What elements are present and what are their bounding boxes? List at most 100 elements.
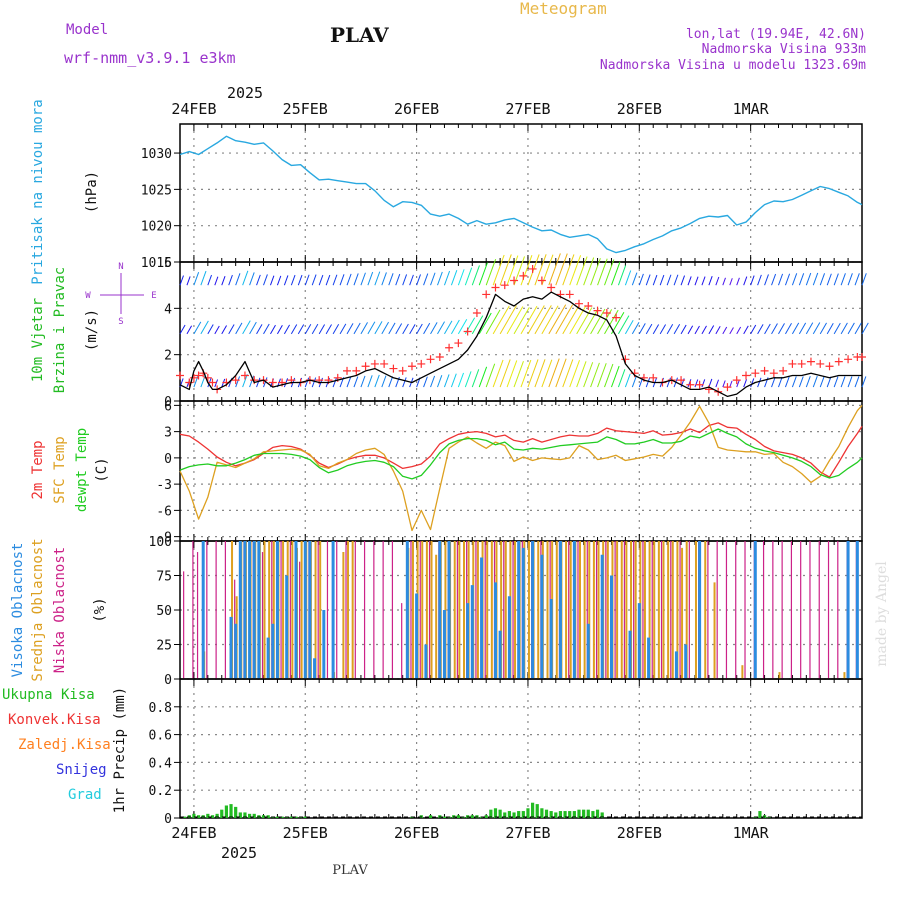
- wind-arrow: [346, 273, 352, 286]
- wind-arrow: [402, 274, 408, 286]
- elevation-label: Nadmorska Visina 933m: [702, 42, 867, 57]
- wind-arrow: [750, 324, 757, 335]
- wind-arrow: [311, 274, 317, 286]
- wind-arrow: [715, 276, 720, 286]
- wind-arrow: [437, 375, 443, 388]
- wind-arrow: [443, 270, 451, 286]
- wind-gust-marker: [769, 369, 778, 378]
- wind-arrow: [541, 305, 559, 335]
- wind-arrow: [854, 376, 860, 388]
- wind-arrow: [576, 256, 588, 286]
- wind-gust-marker: [732, 376, 741, 385]
- pressure-ytick-label: 1030: [141, 147, 172, 162]
- wind-arrow: [791, 273, 798, 286]
- precip-total-bar: [563, 811, 567, 818]
- wind-arrow: [750, 378, 755, 388]
- wind-arrow: [283, 275, 289, 286]
- wind-arrow: [339, 274, 345, 286]
- wind-arrow: [562, 305, 580, 335]
- wind-arrow: [249, 272, 255, 286]
- temperature-ytick-label: 3: [164, 426, 172, 441]
- wind-arrow: [200, 270, 207, 286]
- wind-arrow: [694, 379, 699, 388]
- date-label-bottom: 28FEB: [617, 824, 662, 842]
- precip-ytick-label: 0.4: [149, 756, 173, 771]
- wind-arrow: [409, 274, 414, 286]
- model-elevation-label: Nadmorska Visina u modelu 1323.69m: [600, 58, 866, 73]
- wind-ytick-label: 4: [164, 302, 172, 317]
- wind-arrow: [450, 373, 457, 388]
- wind-arrow: [269, 275, 275, 286]
- wind-arrow: [826, 323, 834, 335]
- pressure-unit: (hPa): [84, 171, 100, 213]
- wind-arrow: [548, 358, 560, 388]
- precip-panel: 0 0.2 0.4 0.6 0.8: [149, 678, 863, 827]
- year-label-top: 2025: [227, 84, 263, 102]
- wind-arrow: [819, 322, 827, 335]
- wind-arrow: [430, 322, 438, 335]
- wind-arrow: [687, 379, 692, 388]
- wind-arrow: [771, 323, 778, 335]
- precip-total-bar: [591, 811, 595, 818]
- wind-arrow: [464, 371, 472, 388]
- wind-arrow: [478, 312, 492, 335]
- wind-arrow: [798, 376, 804, 388]
- pressure-panel: 1015 1020 1025 1030: [141, 123, 863, 271]
- wind-arrow: [597, 363, 607, 388]
- wind-arrow: [583, 257, 595, 286]
- wind-gust-marker: [361, 362, 370, 371]
- model-label: Model: [66, 22, 108, 38]
- wind-arrow: [604, 363, 614, 388]
- date-label-bottom: 1MAR: [733, 824, 770, 842]
- wind-arrow: [297, 274, 303, 286]
- date-label-bottom: 25FEB: [283, 824, 328, 842]
- wind-arrow: [687, 325, 694, 335]
- wind-arrow: [332, 323, 340, 335]
- precip-conv-label: Konvek.Kisa: [8, 712, 101, 728]
- wind-arrow: [520, 305, 538, 335]
- wind-arrow: [610, 261, 621, 286]
- wind-arrow: [778, 376, 783, 388]
- wind-arrow: [861, 376, 867, 388]
- wind-arrow: [624, 270, 632, 286]
- wind-arrow: [374, 321, 383, 335]
- wind-arrow: [395, 273, 401, 286]
- footer-station: PLAV: [332, 863, 368, 878]
- pressure-panel-labels: Pritisak na nivou mora (hPa): [30, 99, 100, 284]
- wind-arrow: [652, 274, 658, 286]
- temp-sfc-line: [179, 404, 863, 532]
- wind-arrow: [297, 324, 305, 335]
- wind-arrow: [833, 376, 839, 388]
- wind-arrow: [631, 272, 638, 286]
- pressure-ytick-label: 1020: [141, 220, 172, 235]
- temperature-panel: -9 -6 -3 0 3 6: [156, 399, 863, 546]
- wind-arrow: [555, 253, 568, 286]
- wind-arrow: [228, 324, 235, 335]
- wind-gust-marker: [407, 362, 416, 371]
- wind-arrow: [499, 359, 511, 388]
- precip-ytick-label: 0.2: [149, 784, 172, 799]
- product-title: Meteogram: [520, 0, 607, 18]
- wind-arrow: [457, 372, 465, 388]
- wind-arrow: [430, 272, 436, 286]
- wind-arrow: [492, 305, 510, 335]
- cloud-low-label: Niska Oblacnost: [52, 547, 68, 673]
- wind-arrow: [485, 259, 497, 286]
- wind-arrow: [597, 258, 608, 286]
- wind-gust-marker: [426, 355, 435, 364]
- precip-total-bar: [572, 811, 576, 818]
- date-label-bottom: 24FEB: [171, 824, 216, 842]
- precip-total-bar: [266, 815, 270, 818]
- wind-arrow: [193, 272, 200, 286]
- wind-gust-marker: [510, 276, 519, 285]
- wind-arrow: [506, 306, 524, 335]
- wind-arrow: [611, 312, 625, 335]
- cloud-mid-label: Srednja Oblacnost: [30, 538, 46, 681]
- wind-arrow: [715, 326, 721, 335]
- wind-arrow: [437, 271, 443, 286]
- wind-arrow: [555, 304, 574, 335]
- wind-arrow: [666, 274, 672, 286]
- precip-total-bar: [568, 811, 572, 818]
- temp-dewpt-line: [179, 428, 863, 480]
- wind-arrow: [534, 359, 546, 388]
